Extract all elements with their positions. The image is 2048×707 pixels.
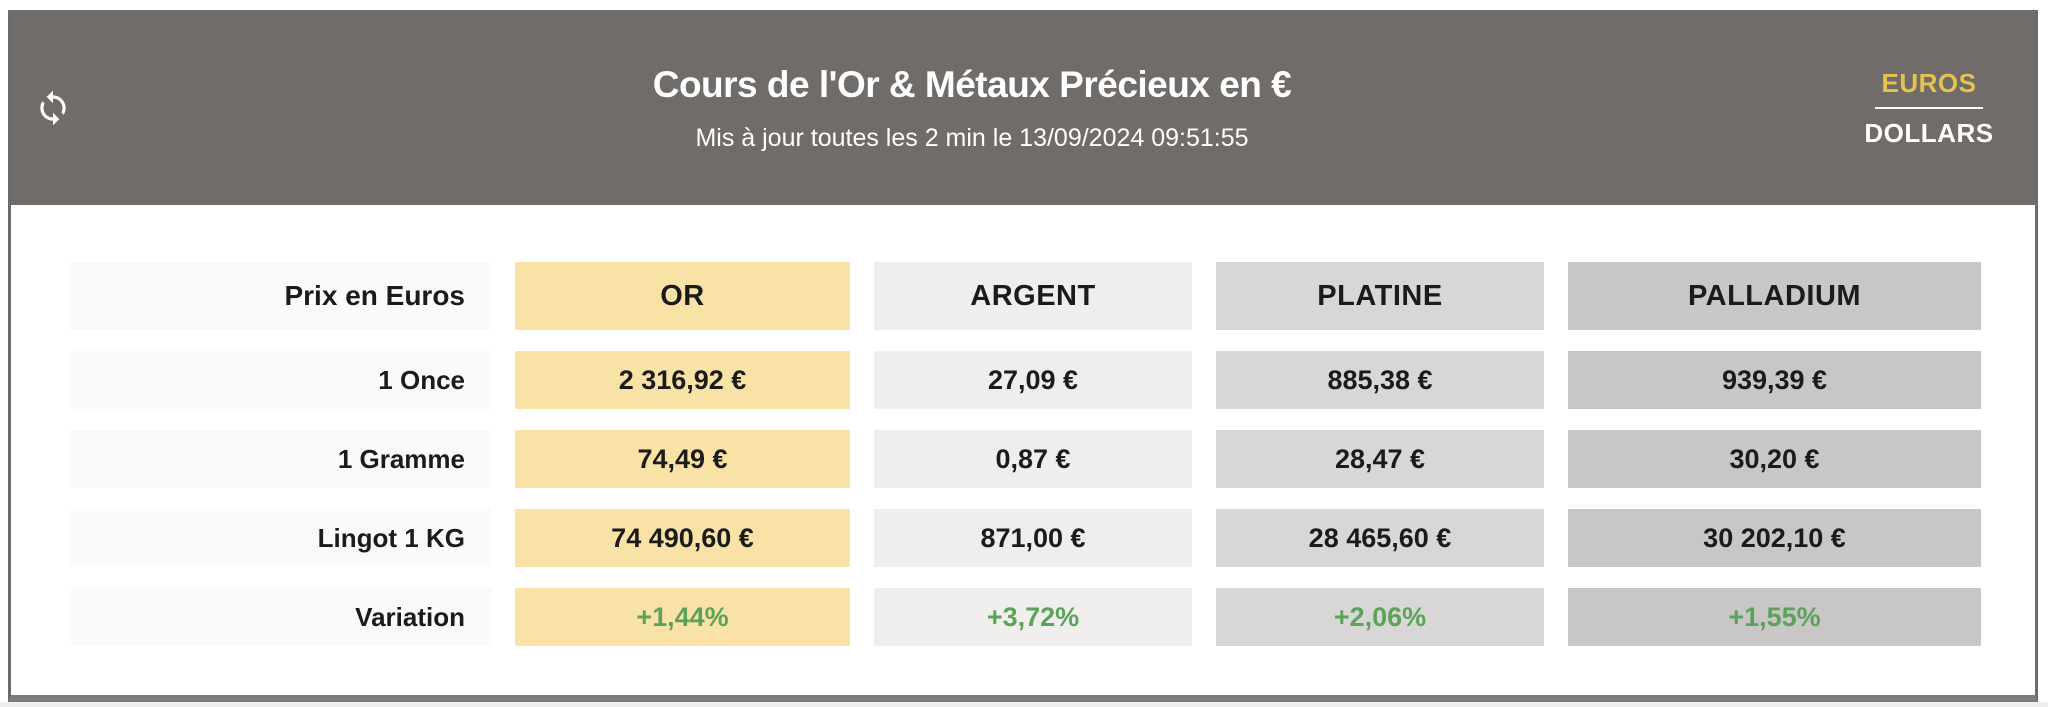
page-bottom-strip bbox=[0, 702, 2048, 707]
column-header-or: OR bbox=[515, 262, 850, 330]
corner-header-prix-en-euros: Prix en Euros bbox=[71, 262, 491, 330]
currency-option-dollars[interactable]: DOLLARS bbox=[1864, 117, 1994, 148]
value-or-gramme: 74,49 € bbox=[515, 430, 850, 488]
variation-argent: +3,72% bbox=[874, 588, 1192, 646]
row-label-1-gramme: 1 Gramme bbox=[71, 430, 491, 488]
widget-header: Cours de l'Or & Métaux Précieux en € Mis… bbox=[11, 10, 2035, 205]
refresh-icon bbox=[40, 90, 66, 125]
header-titles: Cours de l'Or & Métaux Précieux en € Mis… bbox=[95, 63, 1849, 153]
value-platine-lingot: 28 465,60 € bbox=[1216, 509, 1544, 567]
row-label-variation: Variation bbox=[71, 588, 491, 646]
column-header-argent: ARGENT bbox=[874, 262, 1192, 330]
value-platine-gramme: 28,47 € bbox=[1216, 430, 1544, 488]
value-argent-once: 27,09 € bbox=[874, 351, 1192, 409]
value-palladium-lingot: 30 202,10 € bbox=[1568, 509, 1981, 567]
gold-price-widget: Cours de l'Or & Métaux Précieux en € Mis… bbox=[8, 10, 2038, 703]
currency-divider bbox=[1875, 106, 1983, 109]
prices-table: Prix en Euros OR ARGENT PLATINE PALLADIU… bbox=[11, 205, 2035, 646]
column-header-platine: PLATINE bbox=[1216, 262, 1544, 330]
widget-body: Prix en Euros OR ARGENT PLATINE PALLADIU… bbox=[11, 205, 2035, 695]
variation-or: +1,44% bbox=[515, 588, 850, 646]
currency-option-euros[interactable]: EUROS bbox=[1881, 67, 1977, 98]
row-label-lingot-1-kg: Lingot 1 KG bbox=[71, 509, 491, 567]
last-updated-text: Mis à jour toutes les 2 min le 13/09/202… bbox=[695, 123, 1249, 152]
value-or-lingot: 74 490,60 € bbox=[515, 509, 850, 567]
value-argent-lingot: 871,00 € bbox=[874, 509, 1192, 567]
row-label-1-once: 1 Once bbox=[71, 351, 491, 409]
currency-toggle: EUROS DOLLARS bbox=[1849, 68, 2009, 148]
page-title: Cours de l'Or & Métaux Précieux en € bbox=[652, 63, 1292, 105]
column-header-palladium: PALLADIUM bbox=[1568, 262, 1981, 330]
variation-palladium: +1,55% bbox=[1568, 588, 1981, 646]
variation-platine: +2,06% bbox=[1216, 588, 1544, 646]
value-platine-once: 885,38 € bbox=[1216, 351, 1544, 409]
value-argent-gramme: 0,87 € bbox=[874, 430, 1192, 488]
refresh-button[interactable] bbox=[11, 89, 95, 127]
value-palladium-gramme: 30,20 € bbox=[1568, 430, 1981, 488]
value-or-once: 2 316,92 € bbox=[515, 351, 850, 409]
value-palladium-once: 939,39 € bbox=[1568, 351, 1981, 409]
